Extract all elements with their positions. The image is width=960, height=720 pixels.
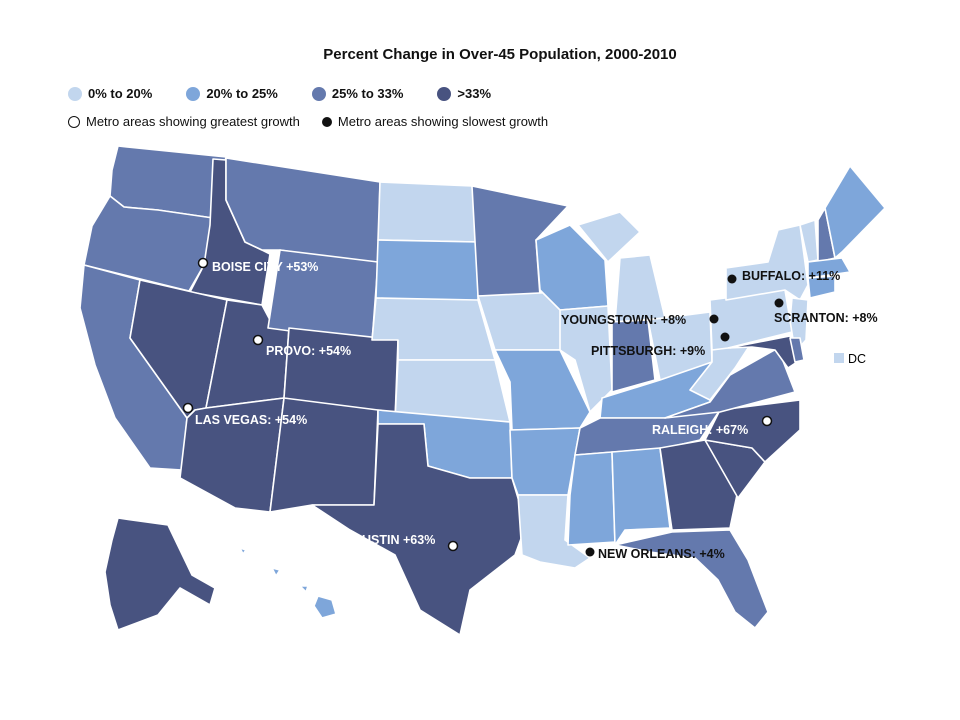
legend-label-20-25: 20% to 25% xyxy=(206,86,278,101)
state-AL xyxy=(611,447,671,546)
metro-buffalo: BUFFALO: +11% xyxy=(727,269,840,284)
legend-item-0-20: 0% to 20% xyxy=(68,86,152,101)
metro-marker-new-orleans xyxy=(585,547,595,557)
metro-pittsburgh: PITTSBURGH: +9% xyxy=(591,332,730,358)
color-legend: 0% to 20% 20% to 25% 25% to 33% >33% xyxy=(68,86,525,101)
metro-label-buffalo: BUFFALO: +11% xyxy=(742,269,840,283)
state-MS xyxy=(567,451,616,546)
state-DE xyxy=(789,337,805,363)
legend-item-over-33: >33% xyxy=(437,86,491,101)
metro-new-orleans: NEW ORLEANS: +4% xyxy=(585,547,725,561)
state-DC xyxy=(834,353,844,363)
state-MA xyxy=(807,257,851,279)
state-FL xyxy=(614,529,769,629)
legend-item-25-33: 25% to 33% xyxy=(311,86,404,101)
legend-label-0-20: 0% to 20% xyxy=(88,86,153,101)
metro-marker-las-vegas xyxy=(182,402,194,414)
legend-slowest-label: Metro areas showing slowest growth xyxy=(337,114,549,129)
metro-marker-austin xyxy=(447,540,459,552)
state-LA xyxy=(517,494,591,569)
metro-legend: Metro areas showing greatest growth Metr… xyxy=(68,114,582,129)
metro-provo: PROVO: +54% xyxy=(252,334,351,358)
metro-label-austin: AUSTIN +63% xyxy=(353,533,435,547)
metro-label-scranton: SCRANTON: +8% xyxy=(774,311,878,325)
swatch-0-20 xyxy=(68,86,82,101)
legend-greatest: Metro areas showing greatest growth xyxy=(68,114,300,129)
state-AR xyxy=(509,427,581,496)
state-NY xyxy=(725,224,809,301)
state-IN xyxy=(611,319,656,393)
metro-label-new-orleans: NEW ORLEANS: +4% xyxy=(598,547,725,561)
metro-label-boise: BOISE CITY +53% xyxy=(212,260,318,274)
metro-marker-raleigh xyxy=(761,415,773,427)
state-IL xyxy=(559,305,613,413)
state-CT xyxy=(807,275,836,299)
state-ND xyxy=(377,181,479,243)
metro-youngstown: YOUNGSTOWN: +8% xyxy=(561,313,719,327)
legend-greatest-label: Metro areas showing greatest growth xyxy=(86,114,300,129)
metro-label-pittsburgh: PITTSBURGH: +9% xyxy=(591,344,705,358)
metro-las-vegas: LAS VEGAS: +54% xyxy=(182,402,307,427)
metro-label-youngstown: YOUNGSTOWN: +8% xyxy=(561,313,686,327)
metro-marker-scranton xyxy=(774,298,784,308)
dc-label: DC xyxy=(848,352,866,366)
metro-raleigh: RALEIGH: +67% xyxy=(652,415,773,437)
state-MD xyxy=(727,335,801,369)
metro-label-provo: PROVO: +54% xyxy=(266,344,351,358)
state-ME xyxy=(824,165,886,259)
metro-marker-pittsburgh xyxy=(720,332,730,342)
map-title: Percent Change in Over-45 Population, 20… xyxy=(323,46,677,63)
legend-item-20-25: 20% to 25% xyxy=(186,86,278,101)
metro-marker-youngstown xyxy=(709,314,719,324)
state-TX xyxy=(311,423,527,636)
legend-slowest: Metro areas showing slowest growth xyxy=(321,114,549,129)
metro-boise: BOISE CITY +53% xyxy=(197,257,318,274)
metro-marker-buffalo xyxy=(727,274,737,284)
swatch-over-33 xyxy=(437,86,452,101)
state-NC xyxy=(704,399,801,463)
state-HI xyxy=(239,547,337,619)
swatch-20-25 xyxy=(186,86,201,101)
state-AK xyxy=(104,517,216,631)
swatch-25-33 xyxy=(311,86,326,101)
metro-scranton: SCRANTON: +8% xyxy=(774,298,878,325)
metro-label-las-vegas: LAS VEGAS: +54% xyxy=(195,413,307,427)
metro-marker-boise xyxy=(197,257,209,269)
legend-label-25-33: 25% to 33% xyxy=(331,86,404,101)
state-SD xyxy=(375,239,479,303)
metro-label-raleigh: RALEIGH: +67% xyxy=(652,423,748,437)
slowest-growth-marker-icon xyxy=(321,116,332,127)
metro-austin: AUSTIN +63% xyxy=(353,533,459,552)
legend-label-over-33: >33% xyxy=(457,86,492,101)
metro-marker-provo xyxy=(252,334,264,346)
greatest-growth-marker-icon xyxy=(68,115,80,128)
